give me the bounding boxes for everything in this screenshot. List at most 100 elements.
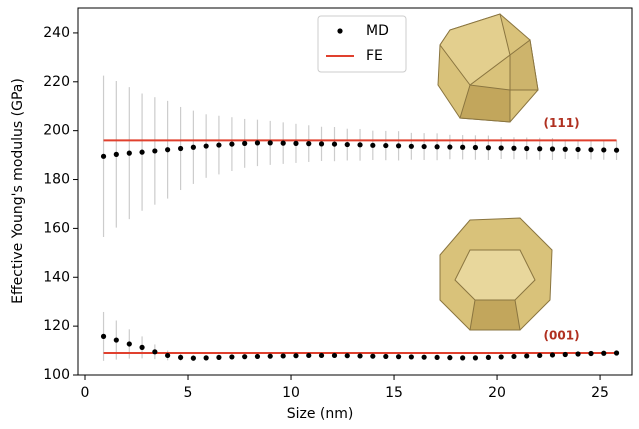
md-point xyxy=(242,140,248,146)
x-tick-label: 20 xyxy=(488,385,506,401)
md-point xyxy=(434,144,440,150)
md-point xyxy=(306,141,312,147)
legend: MD FE xyxy=(317,15,407,73)
md-point xyxy=(280,140,286,146)
md-point xyxy=(562,146,568,152)
md-point xyxy=(460,355,466,361)
md-point xyxy=(588,147,594,153)
md-point xyxy=(524,145,530,152)
md-point xyxy=(588,350,594,357)
md-point xyxy=(447,144,453,150)
md-point xyxy=(601,147,607,153)
md-point xyxy=(152,148,158,154)
md-point xyxy=(485,145,492,151)
md-point xyxy=(100,153,107,159)
plot-frame xyxy=(77,7,633,376)
x-tick-label: 5 xyxy=(184,385,193,401)
md-point xyxy=(498,145,504,151)
md-point xyxy=(549,146,556,152)
md-point xyxy=(613,350,620,356)
md-point xyxy=(293,353,299,359)
md-point xyxy=(216,354,222,361)
md-point xyxy=(447,355,453,361)
legend-box xyxy=(317,15,407,73)
md-point xyxy=(575,146,581,153)
particle-111 xyxy=(437,13,539,123)
md-point xyxy=(344,353,350,359)
md-point xyxy=(229,141,235,147)
md-point xyxy=(370,353,376,359)
md-point xyxy=(511,353,517,360)
md-point xyxy=(537,146,543,152)
md-point xyxy=(613,147,620,153)
md-point xyxy=(100,333,107,339)
y-tick-label: 200 xyxy=(43,123,70,139)
md-point xyxy=(267,140,273,146)
md-point xyxy=(293,140,299,146)
legend-label: FE xyxy=(366,48,383,64)
md-point xyxy=(472,355,479,361)
md-point xyxy=(549,352,556,358)
md-point xyxy=(190,144,196,150)
md-point xyxy=(178,145,184,152)
md-point xyxy=(460,144,466,150)
md-point xyxy=(357,353,363,359)
md-point xyxy=(178,354,184,361)
md-point xyxy=(242,354,248,360)
md-point xyxy=(383,142,389,149)
md-point xyxy=(370,142,376,148)
x-tick-label: 10 xyxy=(282,385,300,401)
md-point xyxy=(113,151,119,157)
md-point xyxy=(126,341,132,347)
md-point xyxy=(498,354,504,360)
md-point xyxy=(165,147,171,153)
y-tick-label: 100 xyxy=(43,367,70,383)
md-point xyxy=(421,143,427,150)
md-point xyxy=(113,337,119,343)
y-tick-label: 160 xyxy=(43,220,70,236)
md-point xyxy=(395,354,402,360)
md-point xyxy=(395,143,402,149)
md-point xyxy=(139,149,145,155)
legend-label: MD xyxy=(366,23,389,39)
md-point xyxy=(165,352,171,359)
md-point xyxy=(190,355,196,361)
md-point xyxy=(306,352,312,359)
md-point xyxy=(267,353,273,359)
x-tick-label: 25 xyxy=(591,385,609,401)
md-point xyxy=(562,351,568,358)
md-point xyxy=(383,353,389,360)
md-point xyxy=(318,141,325,147)
y-tick-label: 140 xyxy=(43,269,70,285)
md-point xyxy=(331,141,338,147)
legend-marker xyxy=(337,28,343,34)
y-tick-label: 220 xyxy=(43,74,70,90)
particle-001 xyxy=(439,217,553,331)
y-tick-label: 240 xyxy=(43,25,70,41)
md-point xyxy=(229,354,235,360)
md-point xyxy=(421,354,427,360)
md-point xyxy=(126,150,132,156)
md-point xyxy=(152,349,158,355)
x-tick-label: 15 xyxy=(385,385,403,401)
y-tick-label: 120 xyxy=(43,318,70,334)
md-point xyxy=(318,352,325,359)
md-point xyxy=(485,354,492,361)
md-point xyxy=(408,354,414,360)
md-point xyxy=(280,353,286,359)
x-tick-label: 0 xyxy=(81,385,90,401)
md-point xyxy=(575,351,581,357)
annotation: (111) xyxy=(544,116,580,130)
x-axis-label: Size (nm) xyxy=(287,406,354,422)
md-point xyxy=(203,143,209,149)
md-point xyxy=(434,354,440,361)
md-point xyxy=(524,353,530,359)
md-point xyxy=(472,144,479,151)
y-tick-label: 180 xyxy=(43,172,70,188)
md-point xyxy=(408,143,414,149)
md-point xyxy=(537,352,543,359)
md-point xyxy=(216,142,222,148)
annotation: (001) xyxy=(544,329,580,343)
md-point xyxy=(254,353,261,360)
